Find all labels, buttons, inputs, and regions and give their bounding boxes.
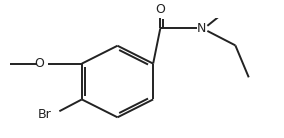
Text: O: O: [155, 3, 165, 16]
Text: O: O: [34, 57, 44, 70]
Text: N: N: [197, 22, 206, 35]
Text: Br: Br: [38, 108, 51, 121]
